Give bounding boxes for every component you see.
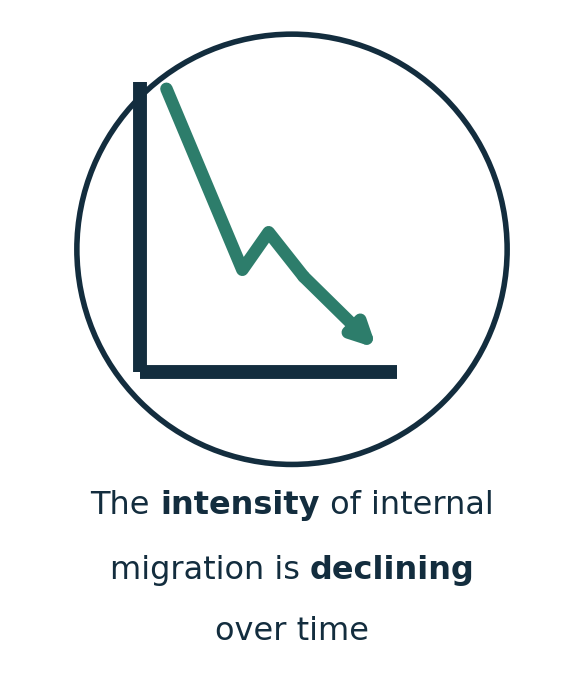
Text: declining: declining <box>310 555 474 586</box>
Text: The: The <box>91 490 160 521</box>
Text: migration is: migration is <box>110 555 310 586</box>
Text: intensity: intensity <box>160 490 319 521</box>
Text: over time: over time <box>215 616 369 647</box>
Text: of internal: of internal <box>319 490 493 521</box>
